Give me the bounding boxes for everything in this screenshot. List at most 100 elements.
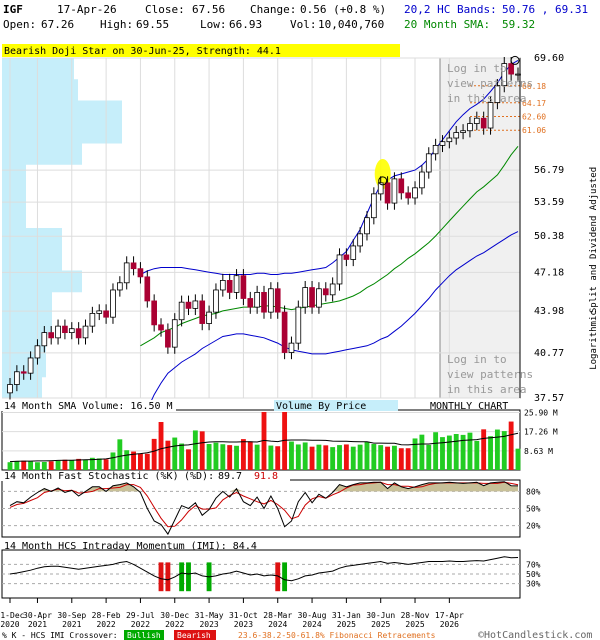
volume-bar-up [460, 434, 466, 470]
candle-up [446, 137, 453, 143]
candle-up [96, 310, 103, 314]
footer-bullish-bg [124, 630, 164, 640]
volume-bar-down [165, 440, 171, 470]
candle-up [117, 282, 123, 291]
volume-bar-up [213, 442, 219, 470]
login-text-bottom: in this area [447, 383, 526, 396]
volume-by-price-bar [2, 270, 82, 293]
volume-bar-up [289, 441, 294, 470]
stochastic-overbought-fill [10, 481, 518, 492]
volume-sma-line [9, 432, 519, 463]
x-tick-label-date: 28-Mar [263, 611, 292, 620]
x-tick-label-year: 2021 [62, 620, 81, 629]
volume-by-price-bar [2, 164, 26, 186]
price-tick-label: 56.79 [534, 165, 564, 176]
volume-bar-down [508, 421, 514, 470]
candle-down [185, 301, 192, 309]
price-tick-label: 53.59 [534, 197, 564, 208]
candle-down [322, 288, 329, 296]
candle-down [151, 300, 157, 326]
stochastic-label-bg [0, 471, 290, 481]
doji-marker [378, 176, 388, 186]
candle-up [254, 291, 260, 308]
candle-down [508, 63, 514, 75]
volume-bar-up [467, 432, 473, 470]
candle-down [240, 275, 247, 299]
open-label: Open: [3, 18, 37, 31]
fib-level-label: 62.60 [522, 112, 546, 121]
volume-label: 14 Month SMA Volume: 16.50 M [4, 401, 173, 412]
candle-down [75, 328, 82, 339]
candle-up [425, 153, 432, 173]
candle-down [281, 311, 288, 353]
volume-bar-down [405, 448, 411, 470]
candle-down [274, 288, 281, 313]
candle-down [137, 268, 144, 278]
high-label: High: [100, 18, 134, 31]
candle-up [364, 217, 370, 235]
volume-bar-up [172, 437, 178, 470]
candle-down [343, 254, 350, 260]
volume-bar-up [364, 441, 370, 470]
footer-fib: 23.6-38.2-50-61.8% Fibonacci Retracement… [238, 631, 436, 640]
candle-up [501, 63, 508, 87]
volume-bar-up [330, 447, 336, 470]
volume-bar-up [28, 461, 34, 470]
x-tick-label-date: 31-Jan [332, 611, 361, 620]
volume-bar-up [35, 462, 40, 470]
sma-label: 20 Month SMA: [404, 18, 491, 31]
vol-label: Vol: [290, 18, 317, 31]
last-high-marker [510, 55, 520, 65]
x-tick-label-date: 28-Feb [92, 611, 121, 620]
volume-bar-down [103, 459, 109, 470]
volume-tick-label: 8.63 M [524, 447, 553, 456]
x-tick-label-year: 2024 [302, 620, 321, 629]
footer-copyright: ©HotCandlestick.com [478, 630, 592, 640]
candle-up [329, 283, 336, 296]
price-tick-label: 47.18 [534, 267, 564, 278]
volume-bar-up [83, 459, 88, 470]
x-tick-label-year: 2023 [234, 620, 253, 629]
pattern-banner-text: Bearish Doji Star on 30-Jun-25, Strength… [4, 46, 281, 57]
volume-bar-down [481, 429, 487, 470]
bullish-crossover-bar [186, 562, 191, 592]
candle-up [467, 123, 473, 132]
side-label: Split and Dividend Adjusted [589, 167, 599, 313]
volume-bar-up [357, 444, 363, 470]
bullish-crossover-bar [282, 562, 288, 592]
volume-by-price-bar [2, 249, 62, 271]
volume-bar-up [89, 457, 95, 470]
volume-bar-down [282, 412, 288, 470]
x-tick-label-year: 2022 [131, 620, 150, 629]
candle-up [419, 171, 425, 189]
candle-up [371, 193, 377, 219]
volume-bar-up [254, 444, 260, 470]
volume-bar-down [275, 446, 281, 470]
x-tick-label-date: 30-Sep [57, 611, 86, 620]
volume-bar-up [515, 448, 521, 470]
volume-bar-up [124, 450, 130, 470]
volume-bar-down [76, 458, 82, 470]
volume-bar-up [41, 462, 47, 470]
x-tick-label-year: 2021 [28, 620, 47, 629]
volume-bar-down [227, 445, 233, 470]
candle-down [247, 298, 254, 308]
high-value: 69.55 [136, 18, 170, 31]
bands-label: 20,2 HC Bands: [404, 3, 497, 16]
stochastic-tick-label: 50% [526, 505, 541, 514]
volume-bar-up [7, 462, 13, 470]
candle-up [233, 275, 240, 293]
price-tick-label: 69.60 [534, 53, 564, 64]
vol-value: 10,040,760 [318, 18, 385, 31]
volume-bar-up [316, 444, 322, 470]
volume-bar-down [21, 460, 27, 470]
candle-up [494, 85, 501, 103]
fib-level-label: 61.06 [522, 126, 546, 135]
bearish-crossover-bar [165, 562, 171, 592]
candle-up [377, 182, 384, 195]
candle-up [473, 117, 480, 124]
volume-by-price-bar [2, 58, 74, 80]
candle-down [62, 325, 68, 334]
stochastic-d-value: 91.8 [254, 471, 278, 482]
pattern-banner-bg [2, 44, 400, 57]
